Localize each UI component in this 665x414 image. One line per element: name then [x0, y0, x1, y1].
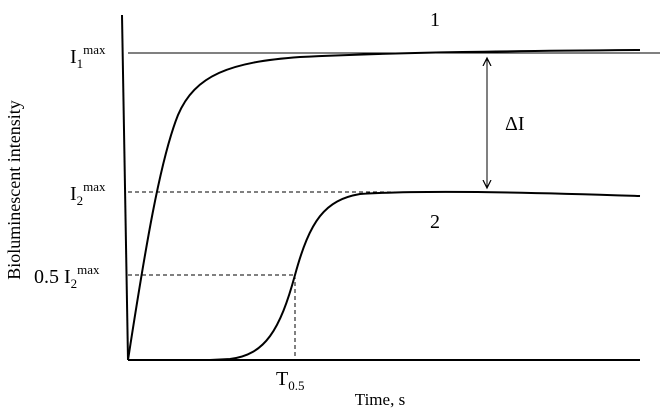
- y-axis: [121, 14, 129, 361]
- x-axis-label: Time, s: [355, 390, 405, 409]
- level-label: I2max: [70, 179, 106, 208]
- curve-1: [127, 49, 641, 361]
- level-label: 0.5 I2max: [34, 262, 100, 291]
- curve-label: 2: [430, 211, 440, 233]
- level-label: I1max: [70, 42, 106, 71]
- curve-2: [209, 190, 641, 361]
- time-mark: T0.5: [276, 368, 304, 393]
- delta-label: ΔI: [505, 113, 525, 135]
- curve-label: 1: [430, 9, 440, 31]
- y-axis-label: Bioluminescent intensity: [4, 100, 24, 279]
